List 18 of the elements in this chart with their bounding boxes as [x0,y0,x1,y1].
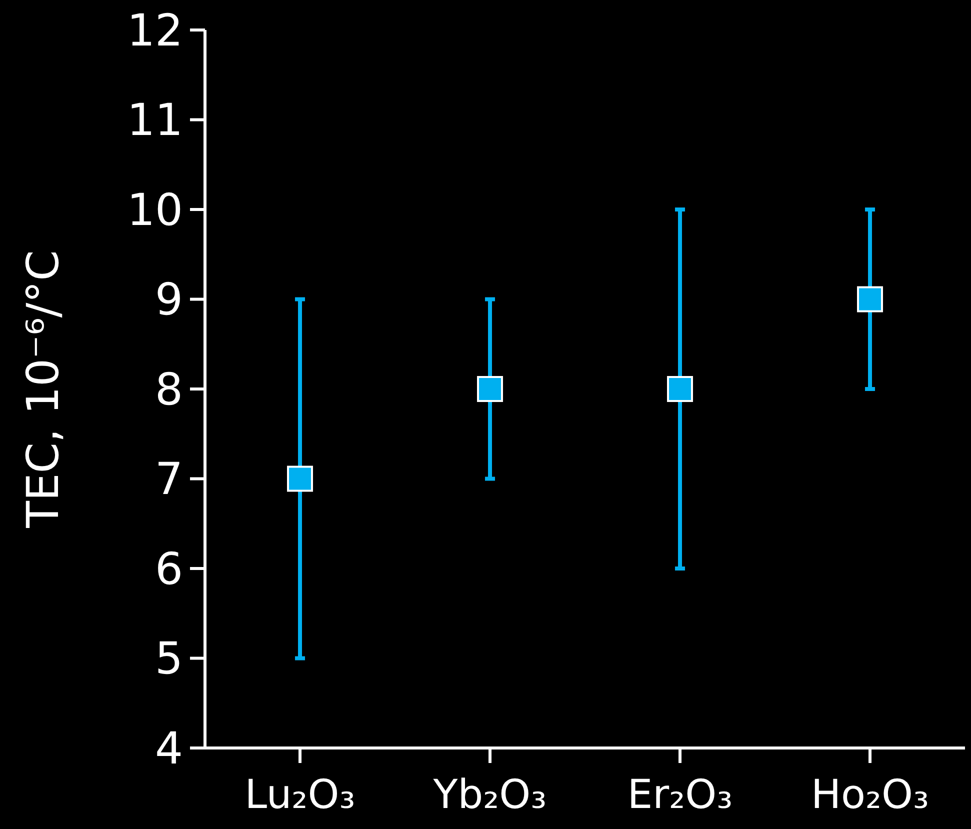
y-tick-label: 6 [155,544,183,595]
point [477,376,503,402]
y-tick-label: 9 [155,274,183,326]
y-tick-label: 4 [155,723,183,774]
y-axis-title: TEC, 10⁻⁶/°C [18,250,69,529]
point [667,376,693,402]
y-tick-label: 12 [127,5,183,56]
y-tick-label: 7 [155,454,183,506]
y-tick-label: 5 [155,634,183,685]
x-tick-label: Yb₂O₃ [432,772,547,818]
y-tick-label: 8 [155,364,183,416]
x-tick-label: Lu₂O₃ [244,772,356,818]
point [287,466,313,492]
x-tick-label: Er₂O₃ [627,772,733,818]
y-tick-label: 11 [127,95,183,146]
point [857,286,883,312]
y-tick-label: 10 [127,184,183,236]
x-tick-label: Ho₂O₃ [810,772,930,818]
